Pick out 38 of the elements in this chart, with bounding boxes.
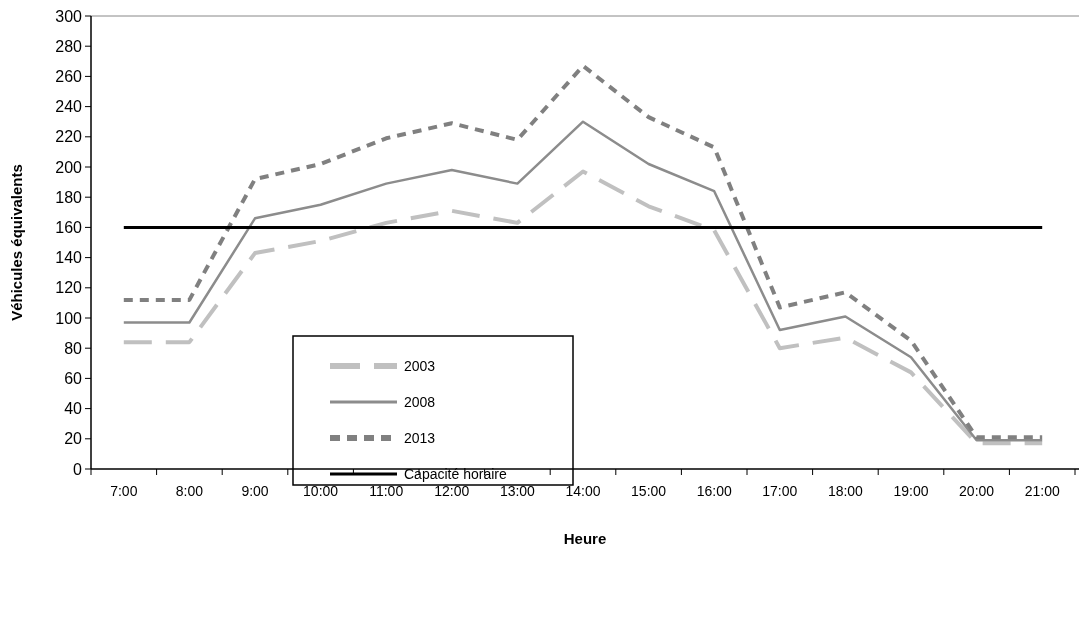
y-tick-label: 220 [55,128,83,146]
legend-label: 2008 [404,393,436,410]
legend-label: 2003 [404,357,436,374]
x-tick-label: 10:00 [303,483,339,499]
y-tick-label: 140 [55,249,83,267]
y-tick-label: 160 [55,219,83,236]
y-tick-label: 0 [73,460,83,478]
x-tick-label: 7:00 [110,483,138,499]
y-tick-label: 180 [55,188,83,206]
line-series [121,169,1045,446]
x-tick-label: 15:00 [631,483,667,499]
y-tick-label: 20 [64,430,83,448]
x-tick-label: 21:00 [1024,483,1060,499]
y-tick-label: 100 [55,309,83,327]
y-tick-label: 280 [55,37,83,55]
x-tick-label: 11:00 [369,483,404,499]
y-tick-label: 80 [64,339,83,357]
y-tick-label: 200 [55,158,83,176]
y-tick-label: 60 [64,370,83,387]
y-tick-label: 300 [55,7,83,25]
y-tick-label: 260 [55,68,83,85]
x-tick-label: 14:00 [565,483,601,499]
legend-label: Capacité horaire [404,465,507,482]
x-axis-title: Heure [563,530,607,547]
x-tick-label: 9:00 [241,483,269,499]
x-tick-label: 13:00 [499,483,536,499]
x-tick-label: 20:00 [959,483,995,499]
y-axis-title: Véhicules équivalents [8,164,25,321]
x-tick-label: 17:00 [762,483,798,499]
x-tick-label: 12:00 [434,483,470,499]
x-tick-label: 19:00 [893,483,929,499]
y-tick-label: 120 [55,279,83,297]
y-tick-label: 40 [64,400,83,418]
legend-label: 2013 [404,429,436,446]
x-tick-label: 18:00 [827,483,864,499]
y-tick-label: 240 [55,98,83,116]
x-tick-label: 16:00 [696,483,732,499]
x-tick-label: 8:00 [175,483,204,499]
